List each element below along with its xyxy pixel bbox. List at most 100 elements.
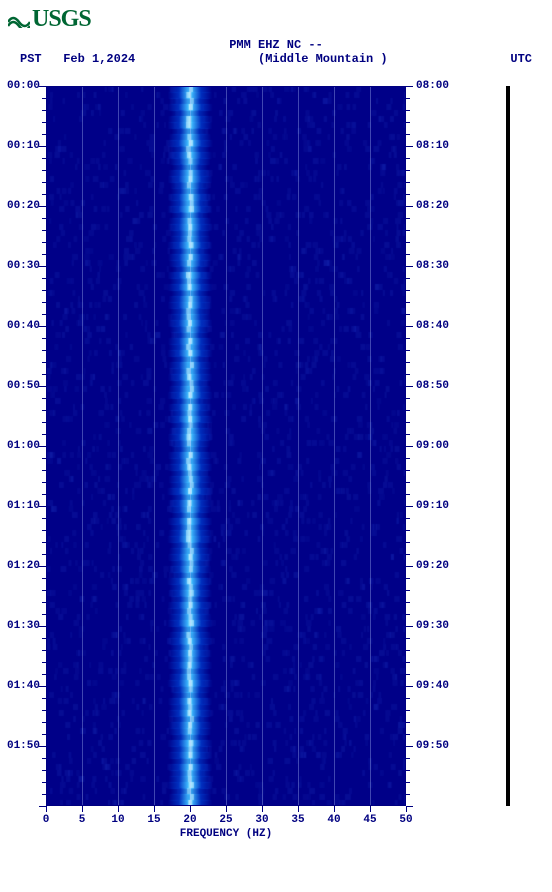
y-tick bbox=[406, 374, 410, 375]
x-tick bbox=[334, 806, 335, 812]
y-tick bbox=[42, 374, 46, 375]
y-ticks-left bbox=[42, 86, 46, 806]
y-tick bbox=[39, 446, 46, 447]
x-tick-label: 0 bbox=[43, 814, 50, 826]
x-tick bbox=[226, 806, 227, 812]
y-tick bbox=[42, 170, 46, 171]
y-tick bbox=[406, 806, 413, 807]
y-tick bbox=[406, 554, 410, 555]
x-labels: 05101520253035404550 bbox=[46, 814, 406, 828]
y-tick bbox=[42, 398, 46, 399]
y-tick bbox=[39, 506, 46, 507]
y-tick bbox=[42, 590, 46, 591]
x-tick-label: 40 bbox=[327, 814, 340, 826]
y-tick bbox=[406, 506, 413, 507]
y-tick bbox=[406, 542, 410, 543]
chart-header: PMM EHZ NC -- PST Feb 1,2024 (Middle Mou… bbox=[0, 38, 552, 66]
x-tick bbox=[154, 806, 155, 812]
x-axis-title: FREQUENCY (HZ) bbox=[46, 828, 406, 840]
y-right-label: 09:00 bbox=[416, 440, 449, 452]
y-tick bbox=[39, 326, 46, 327]
y-tick bbox=[406, 674, 410, 675]
y-left-label: 01:50 bbox=[0, 740, 40, 752]
y-tick bbox=[406, 218, 410, 219]
y-tick bbox=[406, 638, 410, 639]
y-tick bbox=[406, 566, 413, 567]
y-tick bbox=[42, 518, 46, 519]
y-tick bbox=[42, 722, 46, 723]
y-tick bbox=[42, 338, 46, 339]
y-tick bbox=[39, 566, 46, 567]
y-tick bbox=[42, 230, 46, 231]
y-tick bbox=[42, 782, 46, 783]
y-right-label: 08:20 bbox=[416, 200, 449, 212]
y-tick bbox=[406, 278, 410, 279]
y-tick bbox=[42, 134, 46, 135]
y-tick bbox=[406, 290, 410, 291]
grid-line bbox=[370, 86, 371, 806]
y-tick bbox=[406, 242, 410, 243]
y-tick bbox=[406, 794, 410, 795]
y-tick bbox=[42, 314, 46, 315]
y-tick bbox=[42, 494, 46, 495]
y-tick bbox=[406, 782, 410, 783]
y-tick bbox=[406, 206, 413, 207]
y-tick bbox=[406, 530, 410, 531]
y-tick bbox=[406, 434, 410, 435]
x-tick-label: 15 bbox=[147, 814, 160, 826]
y-tick bbox=[42, 362, 46, 363]
y-tick bbox=[42, 578, 46, 579]
y-tick bbox=[406, 422, 410, 423]
legend-colorbar bbox=[506, 86, 510, 806]
y-tick bbox=[39, 626, 46, 627]
y-tick bbox=[42, 470, 46, 471]
x-tick bbox=[370, 806, 371, 812]
y-tick bbox=[42, 734, 46, 735]
y-left-label: 01:10 bbox=[0, 500, 40, 512]
y-right-label: 08:30 bbox=[416, 260, 449, 272]
y-tick bbox=[406, 194, 410, 195]
x-tick bbox=[82, 806, 83, 812]
y-tick bbox=[406, 590, 410, 591]
y-right-label: 09:10 bbox=[416, 500, 449, 512]
y-ticks-right bbox=[406, 86, 410, 806]
station-code: PMM EHZ NC -- bbox=[0, 38, 552, 52]
x-tick bbox=[298, 806, 299, 812]
y-tick bbox=[42, 98, 46, 99]
y-tick bbox=[42, 602, 46, 603]
y-tick bbox=[39, 686, 46, 687]
y-left-label: 00:50 bbox=[0, 380, 40, 392]
station-location: (Middle Mountain ) bbox=[258, 52, 388, 66]
y-tick bbox=[406, 410, 410, 411]
y-tick bbox=[42, 218, 46, 219]
x-tick bbox=[46, 806, 47, 812]
y-tick bbox=[42, 182, 46, 183]
y-tick bbox=[406, 134, 410, 135]
y-tick bbox=[406, 458, 410, 459]
y-tick bbox=[406, 86, 413, 87]
y-tick bbox=[406, 350, 410, 351]
y-right-label: 08:40 bbox=[416, 320, 449, 332]
y-labels-right: 08:0008:1008:2008:3008:4008:5009:0009:10… bbox=[416, 86, 460, 806]
y-tick bbox=[406, 686, 413, 687]
y-right-label: 09:40 bbox=[416, 680, 449, 692]
x-tick-label: 20 bbox=[183, 814, 196, 826]
y-tick bbox=[406, 710, 410, 711]
y-tick bbox=[406, 698, 410, 699]
y-tick bbox=[406, 446, 413, 447]
x-tick-label: 25 bbox=[219, 814, 232, 826]
y-tick bbox=[39, 806, 46, 807]
x-ticks bbox=[46, 806, 406, 814]
y-tick bbox=[42, 554, 46, 555]
y-tick bbox=[406, 398, 410, 399]
y-tick bbox=[42, 698, 46, 699]
y-tick bbox=[406, 758, 410, 759]
x-tick-label: 30 bbox=[255, 814, 268, 826]
y-tick bbox=[42, 770, 46, 771]
y-tick bbox=[406, 314, 410, 315]
grid-line bbox=[82, 86, 83, 806]
y-tick bbox=[42, 530, 46, 531]
y-tick bbox=[42, 458, 46, 459]
y-tick bbox=[406, 182, 410, 183]
y-tick bbox=[42, 710, 46, 711]
